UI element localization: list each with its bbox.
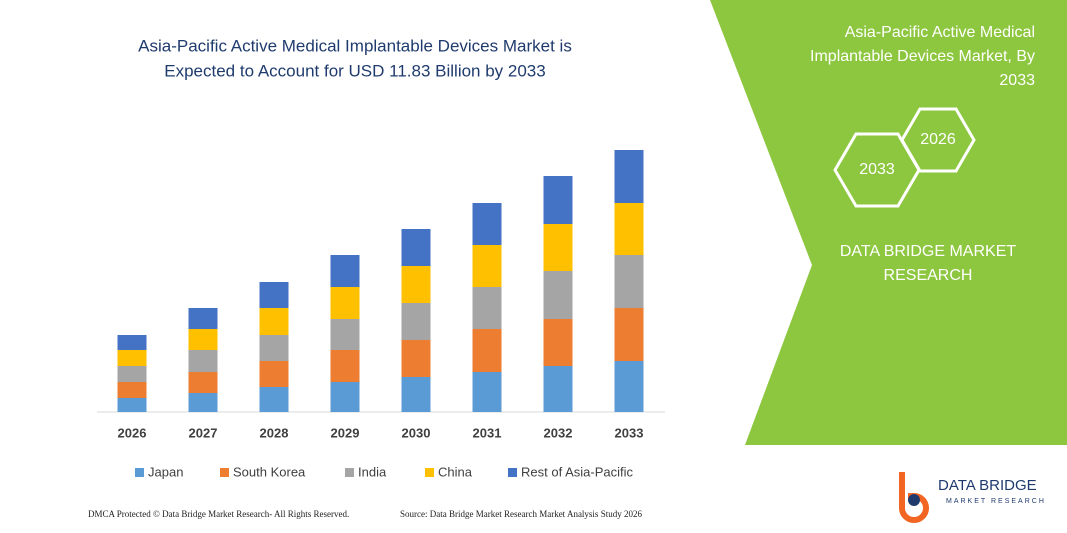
x-tick-label: 2031 [473, 425, 502, 440]
side-panel [710, 0, 1067, 445]
bar-segment [614, 150, 644, 203]
bar-segment [543, 176, 573, 224]
bar-segment [117, 382, 147, 398]
panel-title: Implantable Devices Market, By [810, 48, 1035, 65]
hexagon-label: 2026 [920, 131, 956, 148]
bar-segment [401, 377, 431, 412]
x-tick-label: 2028 [260, 425, 289, 440]
legend-swatch [425, 468, 434, 477]
bar-segment [117, 350, 147, 366]
bar-segment [472, 245, 502, 287]
bar-segment [117, 398, 147, 412]
bar-segment [543, 271, 573, 319]
hexagon [833, 132, 921, 208]
bar-segment [614, 361, 644, 412]
bar-segment [259, 361, 289, 387]
bar-segment [259, 308, 289, 335]
bar-segment [401, 266, 431, 303]
chart-title: Expected to Account for USD 11.83 Billio… [164, 61, 545, 80]
legend-swatch [345, 468, 354, 477]
logo-name: DATA BRIDGE [938, 477, 1037, 494]
legend-swatch [220, 468, 229, 477]
bar-segment [614, 308, 644, 361]
bar-segment [188, 393, 218, 412]
bar-segment [259, 335, 289, 361]
bar-segment [614, 255, 644, 308]
bar-segment [472, 372, 502, 412]
legend-swatch [135, 468, 144, 477]
bar-segment [472, 287, 502, 329]
bar-segment [188, 372, 218, 393]
x-tick-label: 2030 [402, 425, 431, 440]
x-tick-label: 2029 [331, 425, 360, 440]
hexagon-label: 2033 [859, 161, 895, 178]
bar-segment [188, 308, 218, 329]
x-tick-label: 2033 [615, 425, 644, 440]
bar-segment [117, 366, 147, 382]
panel-title: Asia-Pacific Active Medical [845, 24, 1035, 41]
bar-segment [117, 335, 147, 350]
bar-segment [614, 203, 644, 255]
bar-segment [259, 282, 289, 308]
bar-segment [330, 382, 360, 412]
legend-label: China [438, 464, 473, 479]
bar-segment [188, 329, 218, 350]
bar-segment [472, 329, 502, 372]
bar-segment [543, 319, 573, 366]
bar-segment [330, 255, 360, 287]
legend-label: South Korea [233, 464, 306, 479]
bar-segment [330, 350, 360, 382]
bar-segment [330, 319, 360, 350]
legend-label: India [358, 464, 387, 479]
bar-segment [188, 350, 218, 372]
footer-left: DMCA Protected © Data Bridge Market Rese… [88, 509, 349, 519]
brand-text: DATA BRIDGE MARKET [840, 243, 1017, 260]
bar-segment [259, 387, 289, 412]
panel-title: 2033 [999, 72, 1035, 89]
legend-swatch [508, 468, 517, 477]
x-tick-label: 2032 [544, 425, 573, 440]
chart-title: Asia-Pacific Active Medical Implantable … [138, 36, 572, 55]
brand-text: RESEARCH [884, 267, 973, 284]
footer-right: Source: Data Bridge Market Research Mark… [400, 509, 642, 519]
x-tick-label: 2026 [118, 425, 147, 440]
bar-segment [401, 229, 431, 266]
bar-segment [472, 203, 502, 245]
bar-segment [330, 287, 360, 319]
logo: DATA BRIDGE MARKET RESEARCH [899, 472, 1046, 523]
bar-segment [543, 224, 573, 271]
x-tick-label: 2027 [189, 425, 218, 440]
legend-label: Rest of Asia-Pacific [521, 464, 633, 479]
bar-segment [543, 366, 573, 412]
legend-label: Japan [148, 464, 183, 479]
logo-tagline: MARKET RESEARCH [946, 498, 1046, 505]
bar-segment [401, 340, 431, 377]
bar-segment [401, 303, 431, 340]
